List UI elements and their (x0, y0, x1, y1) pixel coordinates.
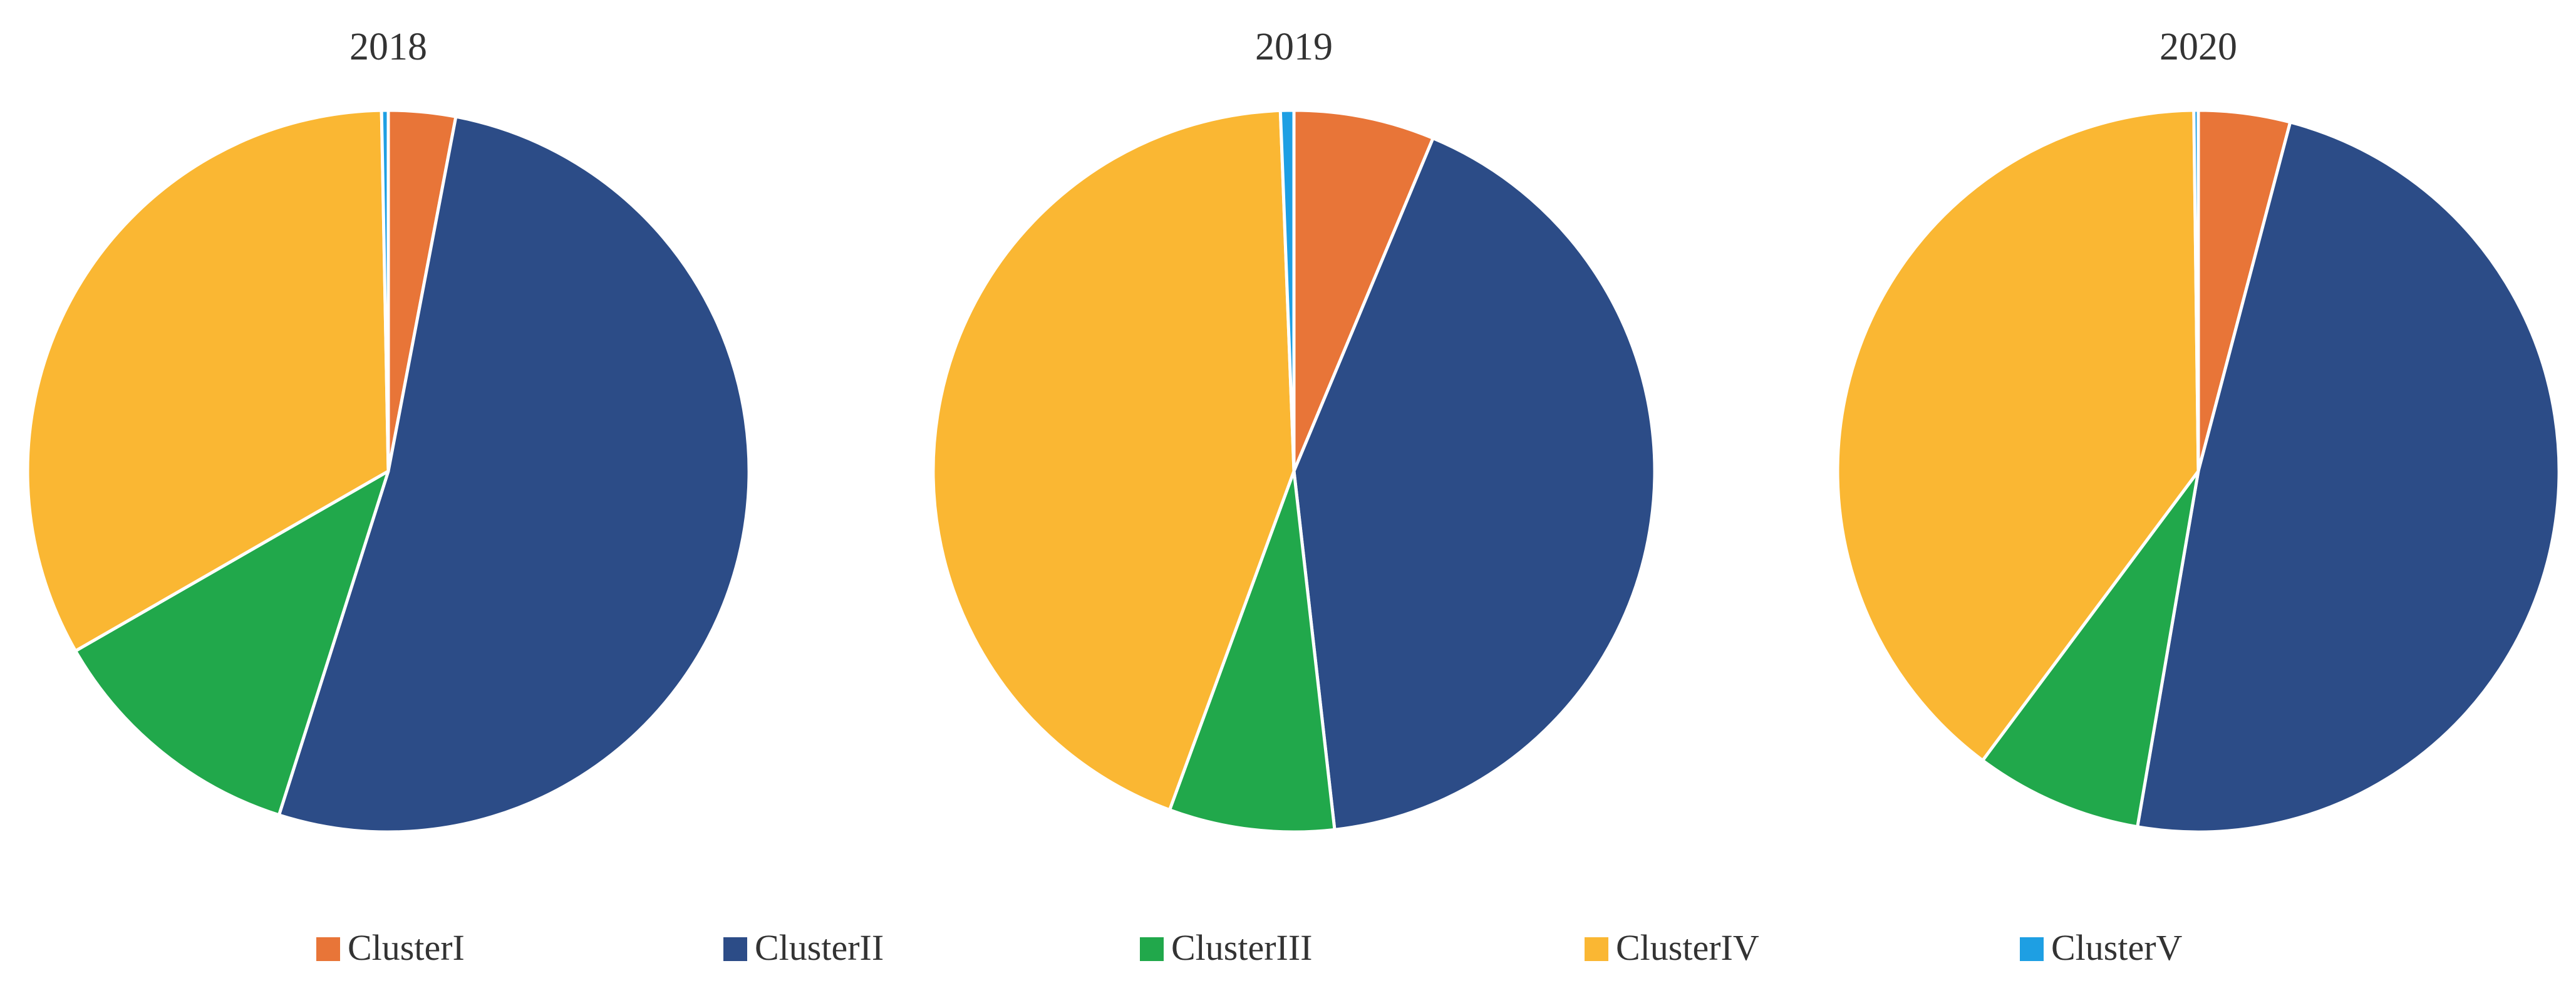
pie-chart-2018: 2018 (26, 26, 751, 834)
pie-slice-clusterii (1292, 137, 1657, 831)
legend-label: ClusterI (348, 927, 465, 968)
pie-chart-2019: 2019 (931, 26, 1657, 834)
legend-swatch (1140, 937, 1164, 961)
legend-item-clusteri: ClusterI (316, 927, 465, 968)
pie-slice-clusterii (277, 115, 751, 834)
legend-label: ClusterIII (1171, 927, 1313, 968)
pie-title: 2018 (349, 26, 427, 68)
legend-item-clusteriv: ClusterIV (1585, 927, 1759, 968)
legend-swatch (2020, 937, 2044, 961)
pie-slice-clusteriv (26, 108, 390, 653)
pie-slice-clusterv (380, 108, 390, 473)
pie-title: 2019 (1255, 26, 1333, 68)
pie-chart-2020: 2020 (1836, 26, 2561, 834)
pie-slice-clusteriv (1836, 108, 2200, 762)
legend-item-clusterii: ClusterII (723, 927, 884, 968)
legend-label: ClusterIV (1616, 927, 1759, 968)
legend-swatch (723, 937, 747, 961)
legend-swatch (316, 937, 340, 961)
pie-charts-group: 2018 2019 2020 (26, 26, 2561, 834)
legend-item-clusterv: ClusterV (2020, 927, 2183, 968)
pie-slice-clusteriv (931, 108, 1296, 812)
legend-label: ClusterV (2051, 927, 2183, 968)
pie-slice-clusteriii (1981, 469, 2200, 829)
legend-item-clusteriii: ClusterIII (1140, 927, 1313, 968)
legend-label: ClusterII (755, 927, 884, 968)
pie-slice-clusterv (2192, 108, 2200, 473)
pie-slice-clusteriii (1167, 469, 1337, 834)
legend: ClusterI ClusterII ClusterIII ClusterIV Clus… (316, 927, 2183, 968)
pie-title: 2020 (2160, 26, 2237, 68)
pie-slice-clusteriii (74, 469, 390, 817)
pie-slice-clusteri (1292, 108, 1435, 473)
legend-swatch (1585, 937, 1608, 961)
pie-slice-clusterii (2136, 120, 2561, 834)
pie-slice-clusterv (1278, 108, 1296, 473)
